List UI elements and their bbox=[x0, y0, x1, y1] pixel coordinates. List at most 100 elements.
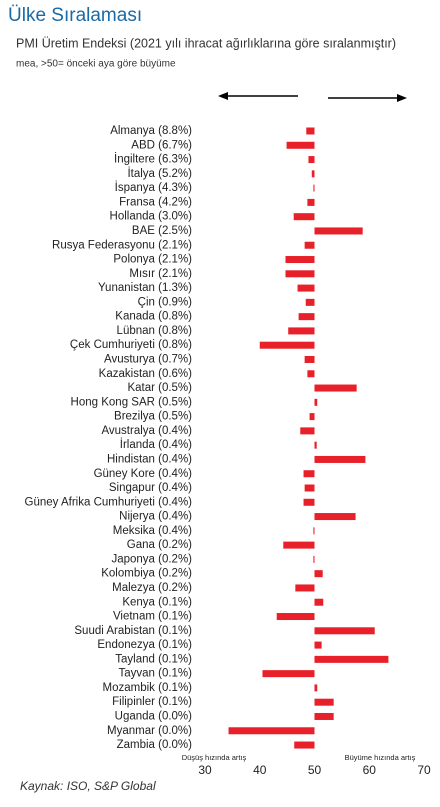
category-label: İrlanda (0.4%) bbox=[120, 438, 192, 451]
bar bbox=[304, 241, 315, 249]
bar bbox=[259, 341, 315, 349]
x-tick-label: 60 bbox=[363, 763, 377, 777]
bar bbox=[297, 284, 315, 292]
bar bbox=[285, 270, 315, 278]
category-label: Çek Cumhuriyeti (0.8%) bbox=[70, 339, 192, 351]
annotation: Düşüş hızında artış bbox=[182, 753, 247, 762]
category-label: Avustralya (0.4%) bbox=[101, 425, 192, 437]
bar bbox=[308, 156, 315, 164]
bar bbox=[314, 384, 357, 392]
bar bbox=[314, 712, 334, 720]
category-label: Rusya Federasyonu (2.1%) bbox=[52, 239, 192, 251]
category-label: Suudi Arabistan (0.1%) bbox=[74, 625, 192, 637]
source: Kaynak: ISO, S&P Global bbox=[20, 779, 156, 793]
bar bbox=[300, 427, 315, 435]
category-label: Meksika (0.4%) bbox=[113, 525, 192, 537]
bar bbox=[314, 398, 318, 406]
category-label: İtalya (5.2%) bbox=[127, 167, 192, 180]
category-label: Güney Afrika Cumhuriyeti (0.4%) bbox=[25, 496, 193, 508]
bar bbox=[306, 127, 315, 135]
category-label: Mozambik (0.1%) bbox=[103, 682, 193, 694]
bar bbox=[314, 441, 317, 449]
bar bbox=[314, 227, 363, 235]
x-tick-label: 70 bbox=[417, 763, 431, 777]
bar bbox=[309, 413, 315, 421]
bar bbox=[313, 184, 315, 192]
chart-note: mea, >50= önceki aya göre büyüme bbox=[16, 59, 176, 70]
category-label: Japonya (0.2%) bbox=[111, 553, 192, 565]
bar bbox=[314, 655, 389, 663]
category-label: Brezilya (0.5%) bbox=[114, 411, 192, 423]
category-label: Uganda (0.0%) bbox=[115, 711, 193, 723]
category-label: ABD (6.7%) bbox=[131, 139, 192, 151]
category-label: İspanya (4.3%) bbox=[115, 181, 193, 194]
category-label: Tayland (0.1%) bbox=[115, 653, 192, 665]
category-label: Endonezya (0.1%) bbox=[97, 639, 192, 651]
bar bbox=[295, 584, 315, 592]
x-tick-label: 40 bbox=[253, 763, 267, 777]
category-label: Kenya (0.1%) bbox=[122, 596, 192, 608]
category-label: Çin (0.9%) bbox=[138, 296, 192, 308]
category-label: Katar (0.5%) bbox=[127, 382, 192, 394]
bar bbox=[314, 570, 323, 578]
category-label: Vietnam (0.1%) bbox=[113, 611, 192, 623]
category-label: Zambia (0.0%) bbox=[117, 739, 193, 751]
bar bbox=[294, 741, 315, 749]
bar bbox=[228, 727, 315, 735]
bar bbox=[285, 256, 315, 264]
category-label: Lübnan (0.8%) bbox=[117, 325, 193, 337]
category-label: Hong Kong SAR (0.5%) bbox=[71, 396, 193, 408]
category-label: Myanmar (0.0%) bbox=[107, 725, 192, 737]
bar bbox=[314, 627, 375, 635]
category-label: Yunanistan (1.3%) bbox=[98, 282, 192, 294]
annotation: Büyüme hızında artış bbox=[345, 753, 416, 762]
category-label: Filipinler (0.1%) bbox=[112, 696, 192, 708]
bar bbox=[314, 598, 324, 606]
bar bbox=[283, 541, 315, 549]
x-tick-label: 50 bbox=[308, 763, 322, 777]
chart-title: Ülke Sıralaması bbox=[8, 5, 142, 26]
direction-arrows bbox=[218, 92, 407, 102]
bar bbox=[286, 141, 315, 149]
bar bbox=[313, 527, 315, 535]
bar bbox=[314, 513, 356, 521]
category-label: Hindistan (0.4%) bbox=[107, 453, 192, 465]
bar bbox=[293, 213, 315, 221]
category-label: Gana (0.2%) bbox=[127, 539, 192, 551]
bar bbox=[288, 327, 315, 335]
bar bbox=[314, 641, 322, 649]
bar bbox=[314, 684, 318, 692]
x-tick-label: 30 bbox=[198, 763, 212, 777]
category-label: Mısır (2.1%) bbox=[129, 268, 192, 280]
bar bbox=[314, 698, 334, 706]
category-label: Kolombiya (0.2%) bbox=[101, 568, 192, 580]
bar bbox=[304, 484, 315, 492]
bar bbox=[298, 313, 315, 321]
bar bbox=[304, 355, 315, 363]
category-label: Polonya (2.1%) bbox=[113, 254, 192, 266]
category-label: BAE (2.5%) bbox=[132, 225, 192, 237]
category-label: Kazakistan (0.6%) bbox=[99, 368, 192, 380]
category-label: Güney Kore (0.4%) bbox=[94, 468, 193, 480]
category-label: Malezya (0.2%) bbox=[112, 582, 192, 594]
category-label: Avusturya (0.7%) bbox=[104, 354, 192, 366]
bar bbox=[262, 670, 315, 678]
category-label: Kanada (0.8%) bbox=[115, 311, 192, 323]
bar bbox=[307, 198, 315, 206]
bar bbox=[305, 298, 315, 306]
bar bbox=[311, 170, 315, 178]
chart-subtitle: PMI Üretim Endeksi (2021 yılı ihracat ağ… bbox=[16, 36, 396, 50]
category-label: Nijerya (0.4%) bbox=[119, 511, 192, 523]
bar bbox=[303, 470, 315, 478]
category-label: İngiltere (6.3%) bbox=[114, 153, 192, 166]
category-label: Almanya (8.8%) bbox=[110, 125, 192, 137]
category-label: Hollanda (3.0%) bbox=[110, 211, 193, 223]
category-label: Singapur (0.4%) bbox=[109, 482, 192, 494]
bar bbox=[303, 498, 315, 506]
bar bbox=[314, 455, 366, 463]
bar bbox=[276, 613, 315, 621]
category-label: Tayvan (0.1%) bbox=[118, 668, 192, 680]
bar bbox=[307, 370, 315, 378]
bar bbox=[313, 555, 315, 563]
